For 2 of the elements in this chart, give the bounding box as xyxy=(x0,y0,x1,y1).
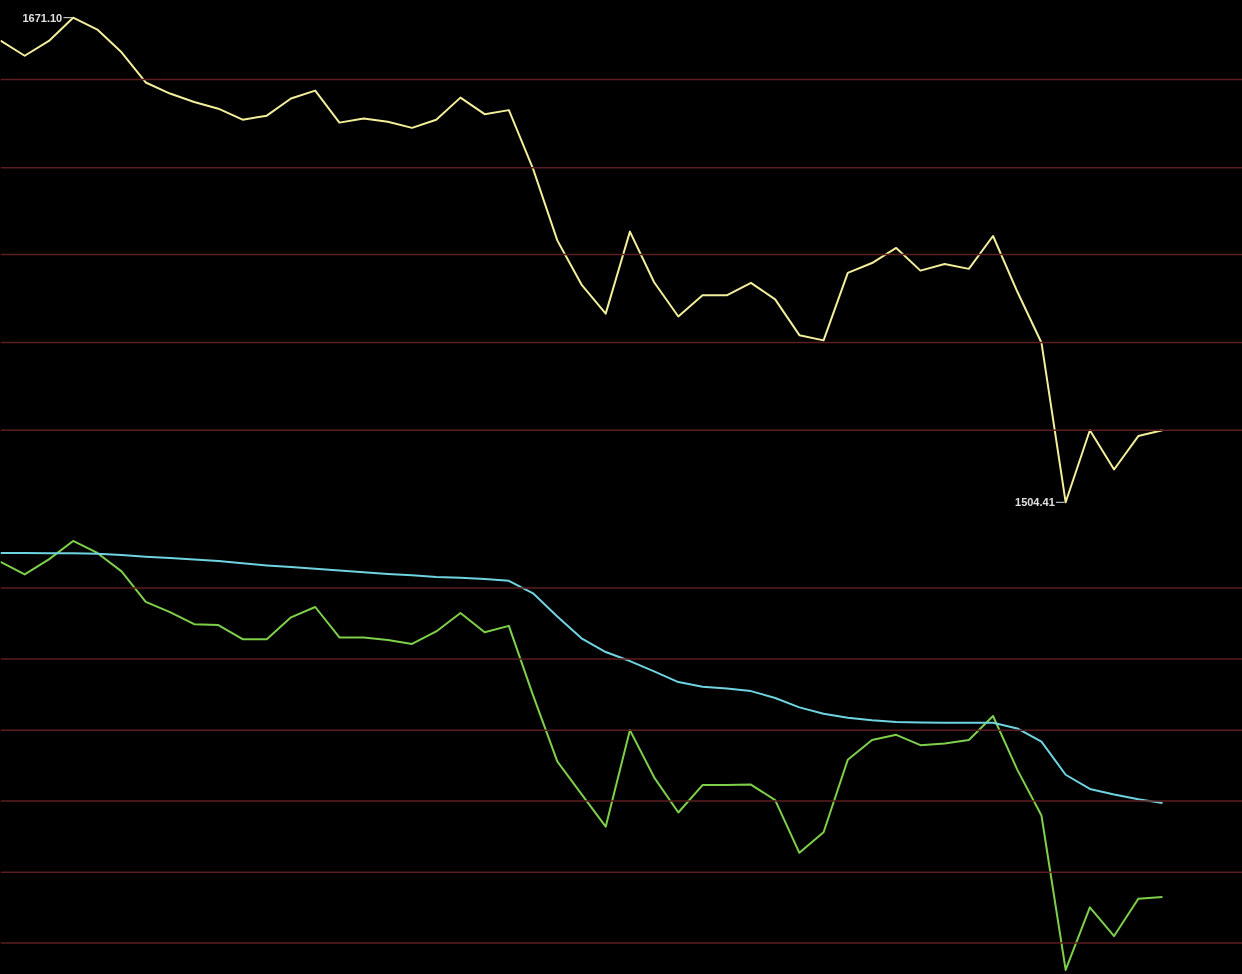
data-label: 1671.10 xyxy=(22,11,63,24)
data-label: 1504.41 xyxy=(1015,496,1055,509)
